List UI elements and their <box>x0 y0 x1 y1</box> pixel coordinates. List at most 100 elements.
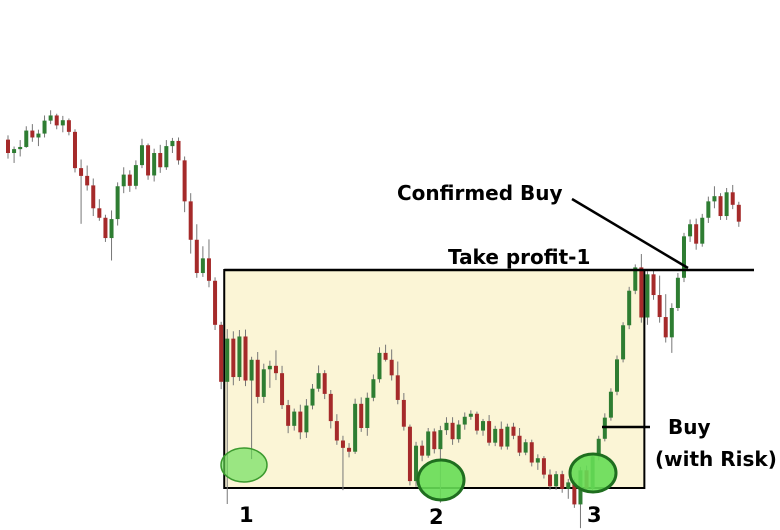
bullish-candle <box>675 277 680 308</box>
bullish-candle <box>48 115 53 121</box>
bearish-candle <box>474 413 479 431</box>
bullish-candle <box>615 359 619 392</box>
bullish-candle <box>505 426 510 447</box>
bullish-candle <box>164 146 169 168</box>
bearish-candle <box>182 160 187 202</box>
bearish-candle <box>511 426 516 436</box>
bearish-candle <box>395 375 400 400</box>
bottom-2-label: 2 <box>429 505 444 529</box>
bullish-candle <box>535 458 540 463</box>
bearish-candle <box>651 274 656 296</box>
candles <box>6 110 741 529</box>
bearish-candle <box>694 224 699 244</box>
bearish-candle <box>158 153 163 168</box>
bullish-candle <box>700 217 705 244</box>
bearish-candle <box>231 338 236 378</box>
bullish-candle <box>292 411 297 426</box>
bullish-candle <box>554 474 559 487</box>
bearish-candle <box>560 474 565 489</box>
bullish-candle <box>225 338 230 382</box>
bullish-candle <box>121 174 126 187</box>
bearish-candle <box>499 428 504 447</box>
bearish-candle <box>359 403 364 428</box>
bearish-candle <box>657 295 662 318</box>
bullish-candle <box>261 369 266 397</box>
bullish-candle <box>60 120 65 126</box>
bullish-candle <box>133 165 138 186</box>
bottom-2-marker <box>416 458 466 502</box>
bearish-candle <box>450 422 455 440</box>
bearish-candle <box>176 140 181 161</box>
bearish-candle <box>298 411 303 433</box>
bearish-candle <box>213 280 218 325</box>
bullish-candle <box>438 430 443 450</box>
bullish-candle <box>468 413 473 417</box>
bullish-candle <box>12 149 17 154</box>
bullish-candle <box>566 482 571 489</box>
bullish-candle <box>249 359 254 381</box>
bullish-candle <box>18 146 23 150</box>
bullish-candle <box>170 140 175 147</box>
bearish-candle <box>219 324 224 382</box>
bullish-candle <box>669 307 674 338</box>
bearish-candle <box>103 217 108 239</box>
bottom-1-marker <box>220 447 268 483</box>
bearish-candle <box>347 447 352 452</box>
bearish-candle <box>206 258 211 281</box>
bullish-candle <box>493 428 498 443</box>
bearish-candle <box>541 458 546 475</box>
bullish-candle <box>523 442 528 453</box>
bullish-candle <box>681 236 686 278</box>
bearish-candle <box>736 204 741 222</box>
bearish-candle <box>730 192 735 205</box>
bullish-candle <box>267 365 272 370</box>
bottom-1-label: 1 <box>239 503 254 527</box>
bearish-candle <box>389 359 394 376</box>
confirmed-buy-pointer <box>571 197 689 270</box>
bearish-candle <box>194 239 199 274</box>
bottom-3-label: 3 <box>587 503 602 527</box>
bearish-candle <box>6 139 10 154</box>
bearish-candle <box>487 421 492 443</box>
bearish-candle <box>146 145 151 176</box>
bullish-candle <box>152 153 157 176</box>
bearish-candle <box>243 336 248 381</box>
bearish-candle <box>127 174 132 186</box>
bullish-candle <box>426 431 431 456</box>
take-profit-label: Take profit-1 <box>448 245 590 269</box>
bullish-candle <box>316 373 321 389</box>
bullish-candle <box>645 274 650 318</box>
bullish-candle <box>304 405 309 433</box>
bearish-candle <box>30 130 35 138</box>
bullish-candle <box>42 120 47 134</box>
bullish-candle <box>371 379 376 398</box>
bearish-candle <box>273 365 278 374</box>
bullish-candle <box>115 186 120 220</box>
bullish-candle <box>444 422 449 431</box>
bearish-candle <box>718 196 723 217</box>
bearish-candle <box>255 359 260 397</box>
bearish-candle <box>85 175 90 186</box>
bearish-candle <box>529 442 534 463</box>
bearish-candle <box>188 201 193 240</box>
bullish-candle <box>237 336 242 378</box>
bullish-candle <box>633 267 638 291</box>
bearish-candle <box>340 440 345 448</box>
bullish-candle <box>481 421 486 431</box>
bullish-candle <box>627 290 632 326</box>
bullish-candle <box>706 201 711 218</box>
bullish-candle <box>462 416 467 425</box>
bearish-candle <box>548 474 553 487</box>
bearish-candle <box>517 435 522 453</box>
bullish-candle <box>414 445 419 482</box>
bottom-3-marker <box>568 452 618 494</box>
bullish-candle <box>139 145 144 166</box>
bullish-candle <box>24 130 29 147</box>
bullish-candle <box>377 352 382 380</box>
bearish-candle <box>383 352 388 360</box>
bearish-candle <box>322 373 327 394</box>
bullish-candle <box>621 325 626 360</box>
bearish-candle <box>639 267 644 318</box>
bearish-candle <box>407 426 412 482</box>
